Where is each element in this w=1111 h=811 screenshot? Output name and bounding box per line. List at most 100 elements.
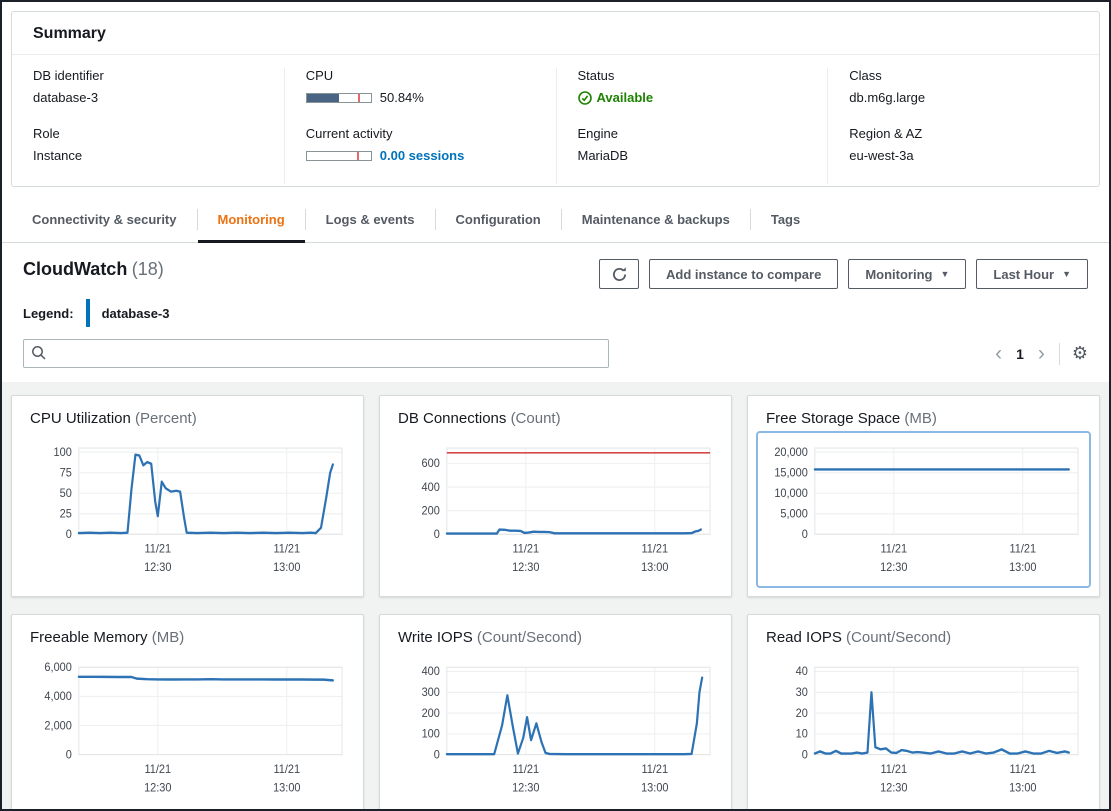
chart-plot-freeable-memory: 0 2,000 4,000 6,000 11/21 12:30 11/21 13:00 <box>20 650 355 809</box>
svg-text:12:30: 12:30 <box>880 562 907 574</box>
metric-search-input[interactable] <box>23 339 609 368</box>
chart-title-db-connections: DB Connections (Count) <box>398 410 561 427</box>
chart-card-db-connections[interactable]: DB Connections (Count) 0 200 400 600 11/21 12:… <box>379 395 732 597</box>
svg-text:11/21: 11/21 <box>641 764 668 777</box>
chart-plot-read-iops: 0 10 20 30 40 11/21 12:30 11/21 13:00 <box>756 650 1091 809</box>
add-instance-to-compare-button[interactable]: Add instance to compare <box>649 259 839 289</box>
svg-text:20,000: 20,000 <box>774 447 808 459</box>
svg-text:10,000: 10,000 <box>774 488 808 500</box>
charts-grid: CPU Utilization (Percent) 0 25 50 75 100 11/21… <box>11 395 1100 809</box>
chart-card-write-iops[interactable]: Write IOPS (Count/Second) 0 100 200 300 400 11… <box>379 614 732 809</box>
next-page-icon[interactable]: › <box>1037 342 1045 365</box>
svg-text:40: 40 <box>796 666 808 679</box>
svg-text:25: 25 <box>60 508 72 520</box>
summary-title: Summary <box>33 25 106 42</box>
role-value: Instance <box>33 148 83 163</box>
activity-meter-row: 0.00 sessions <box>305 148 535 163</box>
chart-plot-cpu-utilization: 0 25 50 75 100 11/21 12:30 11/21 13:00 <box>20 431 355 588</box>
svg-text:13:00: 13:00 <box>273 782 300 795</box>
chart-unit: (MB) <box>151 629 185 646</box>
chart-title-write-iops: Write IOPS (Count/Second) <box>398 629 582 646</box>
cpu-meter <box>305 92 372 103</box>
svg-text:11/21: 11/21 <box>1009 764 1036 777</box>
svg-text:11/21: 11/21 <box>512 764 539 777</box>
class-value: db.m6g.large <box>849 90 926 105</box>
cpu-meter-row: 50.84% <box>305 90 535 105</box>
svg-text:4,000: 4,000 <box>44 691 71 704</box>
time-range-dropdown-button[interactable]: Last Hour ▼ <box>976 259 1088 289</box>
svg-text:100: 100 <box>54 447 72 459</box>
monitoring-dropdown-label: Monitoring <box>865 266 933 282</box>
svg-text:13:00: 13:00 <box>641 782 668 795</box>
svg-text:0: 0 <box>66 529 72 541</box>
svg-text:13:00: 13:00 <box>1009 782 1036 795</box>
svg-text:12:30: 12:30 <box>144 782 171 795</box>
role-label: Role <box>33 126 60 141</box>
svg-text:12:30: 12:30 <box>512 562 539 574</box>
db-identifier-label: DB identifier <box>33 68 104 83</box>
tab-divider <box>749 209 751 230</box>
svg-text:0: 0 <box>66 749 72 762</box>
chart-card-free-storage-space[interactable]: Free Storage Space (MB) 0 5,000 10,000 15,00… <box>747 395 1100 597</box>
chart-card-cpu-utilization[interactable]: CPU Utilization (Percent) 0 25 50 75 100 11/21… <box>11 395 364 597</box>
svg-text:13:00: 13:00 <box>273 562 300 574</box>
tab-divider <box>304 209 306 230</box>
activity-meter-threshold-tick <box>356 151 359 160</box>
svg-text:100: 100 <box>422 728 440 741</box>
chart-card-read-iops[interactable]: Read IOPS (Count/Second) 0 10 20 30 40 11/21 12… <box>747 614 1100 809</box>
previous-page-icon[interactable]: ‹ <box>995 342 1003 365</box>
check-circle-icon <box>577 90 592 105</box>
svg-text:11/21: 11/21 <box>273 543 300 555</box>
tab-configuration[interactable]: Configuration <box>455 212 541 227</box>
monitoring-dropdown-button[interactable]: Monitoring ▼ <box>848 259 967 289</box>
current-page-number[interactable]: 1 <box>1016 345 1024 362</box>
svg-text:15,000: 15,000 <box>774 467 808 479</box>
chart-card-freeable-memory[interactable]: Freeable Memory (MB) 0 2,000 4,000 6,000 11/2… <box>11 614 364 809</box>
cloudwatch-actions: Add instance to compare Monitoring ▼ Las… <box>599 259 1088 289</box>
cpu-label: CPU <box>305 68 334 83</box>
chart-plot-write-iops: 0 100 200 300 400 11/21 12:30 11/21 13:00 <box>388 650 723 809</box>
chart-title-freeable-memory: Freeable Memory (MB) <box>30 629 185 646</box>
svg-text:75: 75 <box>60 467 72 479</box>
svg-text:11/21: 11/21 <box>144 764 171 777</box>
tab-tags[interactable]: Tags <box>770 212 801 227</box>
svg-text:20: 20 <box>796 707 808 720</box>
class-label: Class <box>849 68 882 83</box>
gear-icon[interactable]: ⚙ <box>1071 343 1088 363</box>
chart-unit: (Count) <box>510 410 561 427</box>
charts-area: CPU Utilization (Percent) 0 25 50 75 100 11/21… <box>2 382 1109 809</box>
activity-value[interactable]: 0.00 sessions <box>379 148 465 163</box>
summary-col-status: Status Available Engine MariaDB <box>555 68 828 184</box>
cloudwatch-title: CloudWatch <box>23 259 128 279</box>
chart-title-free-storage-space: Free Storage Space (MB) <box>766 410 937 427</box>
chart-plot-db-connections: 0 200 400 600 11/21 12:30 11/21 13:00 <box>388 431 723 588</box>
db-identifier-value: database-3 <box>33 90 99 105</box>
status-label: Status <box>577 68 615 83</box>
tab-monitoring[interactable]: Monitoring <box>197 197 305 243</box>
svg-text:30: 30 <box>796 687 808 700</box>
svg-text:0: 0 <box>434 749 440 762</box>
metric-search <box>23 339 609 368</box>
svg-text:12:30: 12:30 <box>144 562 171 574</box>
tab-maintenance-backups[interactable]: Maintenance & backups <box>581 212 730 227</box>
svg-text:300: 300 <box>422 687 440 700</box>
chart-unit: (MB) <box>904 410 937 427</box>
svg-text:11/21: 11/21 <box>880 543 907 555</box>
chart-title-cpu-utilization: CPU Utilization (Percent) <box>30 410 197 427</box>
activity-meter <box>305 150 372 161</box>
svg-text:11/21: 11/21 <box>880 764 907 777</box>
svg-text:11/21: 11/21 <box>144 543 171 555</box>
tab-logs-events[interactable]: Logs & events <box>325 212 415 227</box>
svg-text:0: 0 <box>802 749 808 762</box>
cpu-meter-fill <box>306 93 340 102</box>
tab-divider <box>196 209 198 230</box>
refresh-button[interactable] <box>599 259 640 289</box>
svg-text:0: 0 <box>802 529 808 541</box>
tab-connectivity-security[interactable]: Connectivity & security <box>32 212 177 227</box>
cloudwatch-count: (18) <box>131 259 164 279</box>
svg-text:5,000: 5,000 <box>780 508 807 520</box>
svg-text:200: 200 <box>422 505 440 517</box>
summary-col-cpu: CPU 50.84% Current activity <box>283 68 556 184</box>
summary-col-identifier: DB identifier database-3 Role Instance <box>12 68 284 184</box>
